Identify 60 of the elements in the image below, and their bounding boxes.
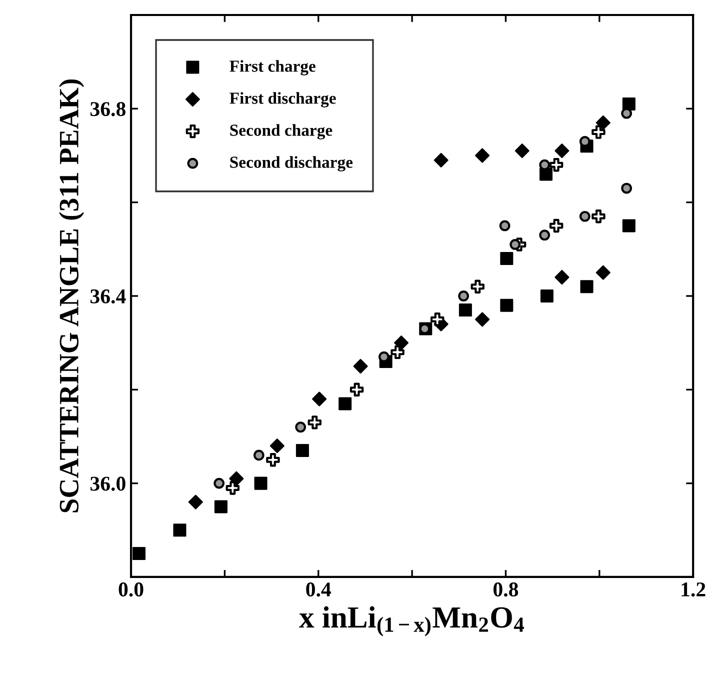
- point: [510, 239, 521, 250]
- point: [312, 392, 327, 406]
- point: [390, 345, 404, 360]
- point: [394, 336, 409, 350]
- legend-label: First discharge: [230, 92, 336, 108]
- point: [350, 382, 364, 397]
- point: [621, 182, 632, 194]
- point: [296, 444, 309, 458]
- x-axis-title: x inLi$_{(1−x)}$Mn$_{2}$O$_{4}$: [299, 606, 524, 636]
- point: [622, 97, 636, 110]
- point: [430, 312, 444, 326]
- point: [500, 298, 514, 312]
- point: [173, 524, 186, 537]
- point: [254, 476, 268, 490]
- point: [458, 290, 470, 302]
- point: [514, 144, 530, 158]
- point: [188, 494, 203, 510]
- point: [500, 252, 514, 266]
- x-tick-label: 0.0: [118, 582, 144, 597]
- point: [229, 471, 244, 486]
- point: [226, 481, 240, 495]
- point: [458, 304, 472, 317]
- legend-label: Second discharge: [230, 156, 353, 172]
- point: [270, 438, 284, 454]
- point: [549, 158, 564, 172]
- point: [554, 270, 570, 285]
- point: [475, 148, 490, 163]
- point: [622, 219, 636, 232]
- point: [266, 453, 280, 467]
- x-tick-label: 0.4: [306, 582, 332, 597]
- point: [475, 312, 490, 327]
- y-tick-label: 36.8: [90, 102, 126, 116]
- point: [338, 397, 352, 410]
- point: [554, 144, 570, 158]
- point: [470, 280, 484, 294]
- point: [214, 478, 225, 489]
- point: [580, 280, 594, 294]
- point: [295, 422, 306, 433]
- point: [592, 210, 606, 224]
- x-tick-label: 0.8: [494, 582, 518, 597]
- point: [253, 450, 264, 461]
- point: [353, 358, 368, 374]
- y-axis-title: SCATTERING ANGLE (311 PEAK): [58, 79, 84, 512]
- point: [540, 289, 554, 302]
- legend-label: Second charge: [230, 124, 332, 140]
- y-tick-label: 36.4: [90, 289, 126, 304]
- point: [549, 218, 564, 233]
- point: [592, 125, 606, 139]
- y-tick-label: 36.0: [90, 476, 126, 491]
- point: [499, 220, 510, 232]
- x-tick-label: 1.2: [682, 582, 706, 597]
- point: [434, 152, 448, 168]
- point: [132, 547, 146, 560]
- point: [596, 115, 610, 130]
- point: [308, 416, 322, 430]
- point: [596, 265, 610, 280]
- point: [214, 500, 228, 514]
- point: [579, 210, 590, 222]
- legend-label: First charge: [230, 60, 316, 76]
- point: [539, 230, 550, 241]
